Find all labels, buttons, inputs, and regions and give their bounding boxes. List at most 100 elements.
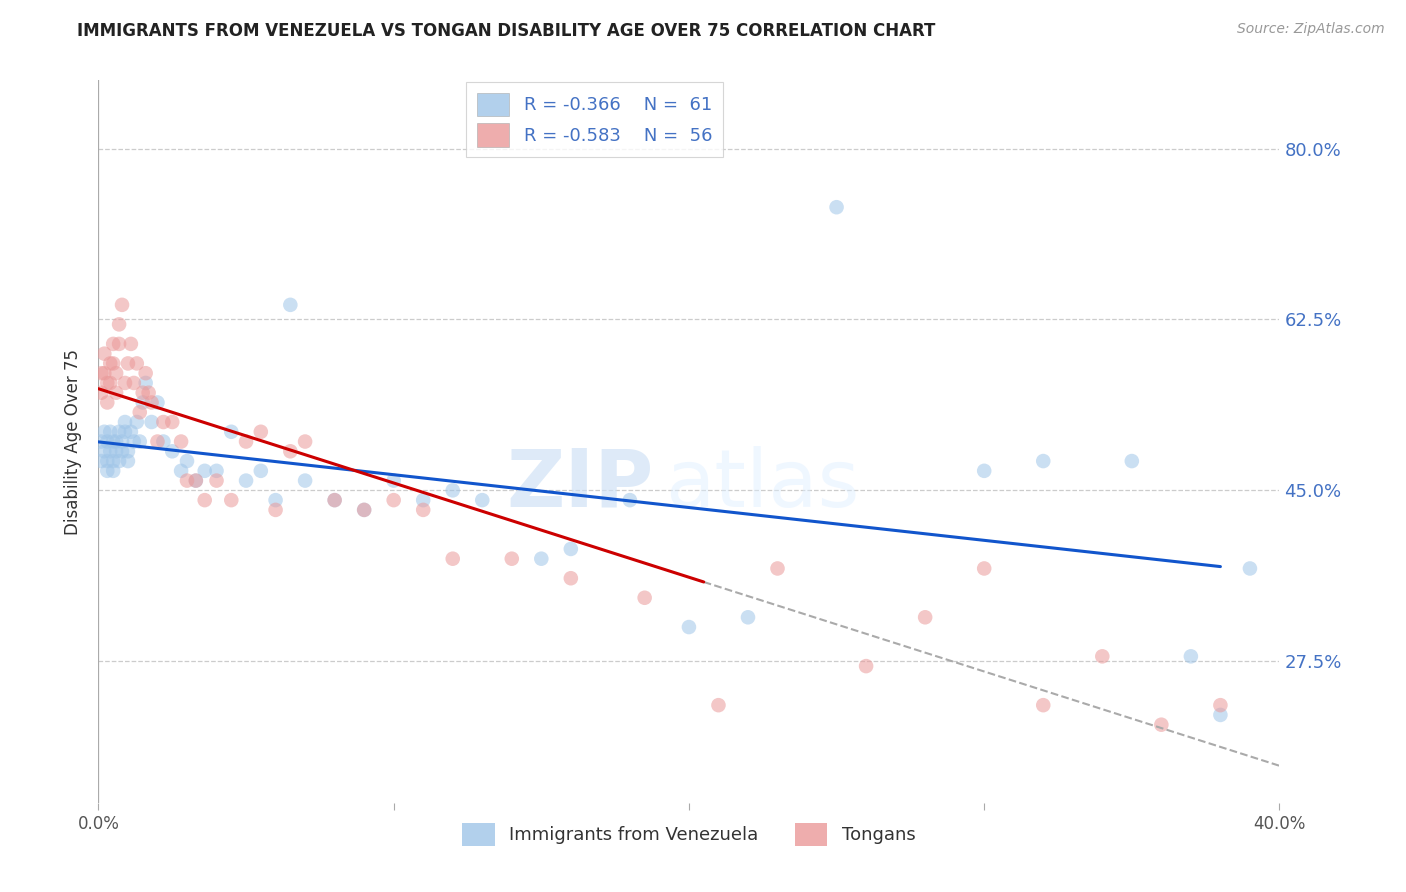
Point: [634, 591, 657, 605]
Point: [678, 620, 700, 634]
Point: [323, 493, 346, 508]
Point: [825, 200, 848, 214]
Point: [108, 425, 131, 439]
Point: [96, 464, 118, 478]
Point: [250, 425, 273, 439]
Point: [184, 474, 207, 488]
Point: [1032, 698, 1054, 713]
Point: [914, 610, 936, 624]
Point: [280, 298, 302, 312]
Point: [98, 376, 121, 390]
Point: [441, 551, 464, 566]
Point: [132, 395, 155, 409]
Point: [93, 425, 115, 439]
Point: [162, 444, 183, 458]
Point: [501, 551, 523, 566]
Point: [707, 698, 730, 713]
Point: [105, 434, 128, 449]
Point: [96, 376, 118, 390]
Point: [98, 425, 121, 439]
Point: [117, 454, 139, 468]
Point: [560, 541, 582, 556]
Text: IMMIGRANTS FROM VENEZUELA VS TONGAN DISABILITY AGE OVER 75 CORRELATION CHART: IMMIGRANTS FROM VENEZUELA VS TONGAN DISA…: [77, 22, 936, 40]
Point: [1091, 649, 1114, 664]
Point: [128, 434, 150, 449]
Text: atlas: atlas: [665, 446, 859, 524]
Point: [205, 474, 228, 488]
Point: [471, 493, 494, 508]
Point: [108, 318, 131, 332]
Point: [221, 425, 243, 439]
Point: [105, 366, 128, 380]
Point: [103, 337, 125, 351]
Point: [120, 425, 142, 439]
Point: [1209, 698, 1232, 713]
Point: [412, 503, 434, 517]
Point: [264, 493, 287, 508]
Point: [114, 376, 136, 390]
Point: [194, 493, 217, 508]
Point: [98, 444, 121, 458]
Point: [111, 434, 134, 449]
Point: [1032, 454, 1054, 468]
Point: [146, 434, 169, 449]
Point: [125, 415, 148, 429]
Point: [90, 366, 112, 380]
Point: [122, 434, 145, 449]
Point: [973, 464, 995, 478]
Point: [766, 561, 789, 575]
Y-axis label: Disability Age Over 75: Disability Age Over 75: [65, 349, 83, 534]
Point: [280, 444, 302, 458]
Point: [93, 346, 115, 360]
Point: [162, 415, 183, 429]
Point: [114, 415, 136, 429]
Point: [1150, 717, 1173, 731]
Point: [103, 356, 125, 370]
Point: [323, 493, 346, 508]
Point: [117, 444, 139, 458]
Point: [1180, 649, 1202, 664]
Point: [98, 356, 121, 370]
Point: [382, 493, 405, 508]
Point: [152, 415, 174, 429]
Point: [855, 659, 877, 673]
Point: [120, 337, 142, 351]
Point: [108, 454, 131, 468]
Point: [294, 434, 316, 449]
Point: [221, 493, 243, 508]
Point: [560, 571, 582, 585]
Point: [412, 493, 434, 508]
Point: [125, 356, 148, 370]
Point: [93, 366, 115, 380]
Point: [108, 337, 131, 351]
Point: [235, 474, 257, 488]
Point: [96, 434, 118, 449]
Point: [141, 415, 163, 429]
Point: [90, 454, 112, 468]
Point: [105, 385, 128, 400]
Point: [264, 503, 287, 517]
Point: [382, 474, 405, 488]
Point: [103, 454, 125, 468]
Point: [146, 395, 169, 409]
Point: [90, 434, 112, 449]
Text: ZIP: ZIP: [506, 446, 654, 524]
Point: [117, 356, 139, 370]
Point: [294, 474, 316, 488]
Point: [132, 385, 155, 400]
Point: [111, 444, 134, 458]
Point: [353, 503, 375, 517]
Point: [105, 444, 128, 458]
Point: [205, 464, 228, 478]
Point: [353, 503, 375, 517]
Point: [141, 395, 163, 409]
Point: [96, 454, 118, 468]
Point: [135, 376, 157, 390]
Point: [973, 561, 995, 575]
Point: [176, 454, 198, 468]
Point: [96, 395, 118, 409]
Point: [152, 434, 174, 449]
Point: [176, 474, 198, 488]
Point: [619, 493, 641, 508]
Point: [737, 610, 759, 624]
